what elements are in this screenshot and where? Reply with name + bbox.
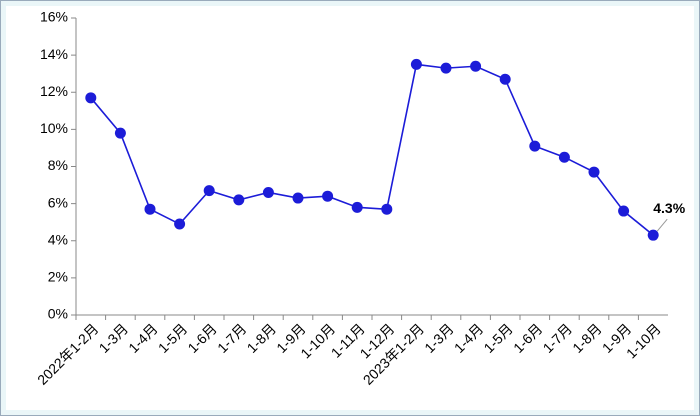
point — [499, 73, 511, 85]
y-tick-label: 12% — [40, 83, 68, 99]
point — [85, 92, 97, 104]
point — [203, 185, 215, 197]
point — [144, 203, 156, 215]
point — [558, 151, 570, 163]
plot-background — [6, 6, 694, 410]
data-label: 4.3% — [653, 200, 685, 216]
point — [233, 194, 245, 206]
point — [470, 60, 482, 72]
point — [262, 186, 274, 198]
point — [440, 62, 452, 74]
point — [351, 201, 363, 213]
y-tick-label: 14% — [40, 46, 68, 62]
point — [647, 229, 659, 241]
y-tick-label: 2% — [48, 269, 68, 285]
y-tick-label: 16% — [40, 9, 68, 25]
point — [114, 127, 126, 139]
y-tick-label: 8% — [48, 157, 68, 173]
point — [322, 190, 334, 202]
point — [410, 58, 422, 70]
point — [529, 140, 541, 152]
y-tick-label: 0% — [48, 306, 68, 322]
y-tick-label: 10% — [40, 120, 68, 136]
point — [292, 192, 304, 204]
point — [618, 205, 630, 217]
label-leader — [656, 218, 668, 232]
y-tick-label: 6% — [48, 194, 68, 210]
y-tick-label: 4% — [48, 231, 68, 247]
point — [174, 218, 186, 230]
point — [588, 166, 600, 178]
point — [381, 203, 393, 215]
